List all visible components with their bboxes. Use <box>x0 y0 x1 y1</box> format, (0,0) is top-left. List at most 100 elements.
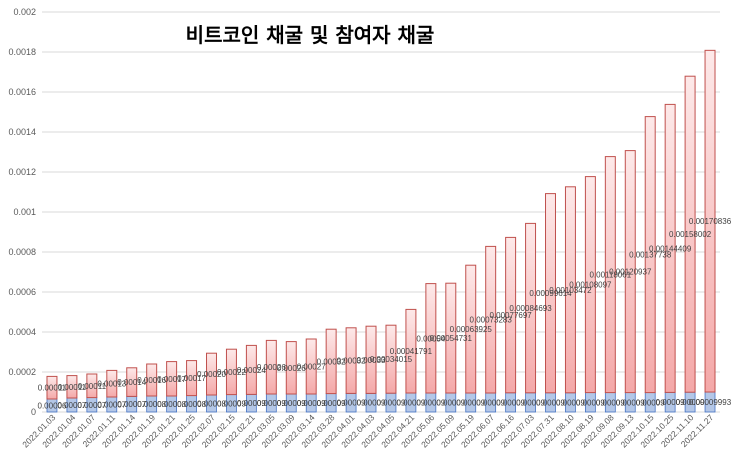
bar-segment-top <box>305 338 317 395</box>
bar-segment-top <box>325 328 337 395</box>
x-axis: 2022.01.032022.01.042022.01.072022.01.11… <box>20 412 715 449</box>
data-label-base: 0.00009 <box>456 399 485 408</box>
data-label-base: 0.00006 <box>38 402 67 411</box>
bar-segment-top <box>285 341 297 395</box>
data-label-base: 0.00009 <box>676 398 705 407</box>
data-label-top: 0.00170836 <box>689 217 732 226</box>
data-label-top: 0.00054 <box>416 334 445 343</box>
data-label-top: 0.00026 <box>257 363 286 372</box>
data-label-base: 0.00009 <box>556 398 585 407</box>
data-label-top: 0.00011 <box>38 384 67 393</box>
gridlines <box>42 11 720 413</box>
data-label-top: 0.00120937 <box>609 268 652 277</box>
bar-segment-top <box>245 344 257 395</box>
data-label-top: 0.00108097 <box>569 281 612 290</box>
data-label-base: 0.00007 <box>117 400 146 409</box>
data-label-top: 0.00118061 <box>589 271 631 280</box>
data-label-base: 0.00008 <box>197 400 226 409</box>
data-label-top: 0.00016 <box>137 376 166 385</box>
bar-segment-top <box>445 282 457 394</box>
data-label-top: 0.00103472 <box>549 286 592 295</box>
data-label-top: 0.00137738 <box>629 251 672 260</box>
data-label-base: 0.00009 <box>396 399 425 408</box>
data-label-top: 0.00011 <box>58 383 87 392</box>
bar-segment-top <box>505 236 517 394</box>
y-tick-label: 0.001 <box>13 207 36 217</box>
data-label-base: 0.00009993 <box>689 398 732 407</box>
data-label-top: 0.00014 <box>117 378 146 387</box>
data-label-top: 0.00011 <box>78 382 107 391</box>
data-label-top: 0.00027 <box>297 363 326 372</box>
bar-segment-top <box>465 264 477 394</box>
bar-segment-top <box>604 156 616 394</box>
data-label-base: 0.00009 <box>217 399 246 408</box>
data-label-top: 0.00073283 <box>470 316 513 325</box>
bar-segment-top <box>86 373 98 399</box>
bar-segment-top <box>624 150 636 394</box>
data-label-top: 0.00084693 <box>509 304 552 313</box>
bar-segment-top <box>126 367 138 397</box>
y-tick-label: 0.0002 <box>8 367 36 377</box>
bar-segment-top <box>684 75 696 393</box>
data-label-top: 0.00054731 <box>430 334 473 343</box>
chart-title: 비트코인 채굴 및 참여자 채굴 <box>186 23 435 47</box>
data-label-top: 0.00022 <box>217 368 246 377</box>
data-label-base: 0.00009 <box>317 399 346 408</box>
data-label-top: 0.00017 <box>177 374 206 383</box>
data-label-top: 0.00026 <box>277 364 306 373</box>
data-label-top: 0.00024 <box>237 366 266 375</box>
y-tick-label: 0 <box>31 407 36 417</box>
y-axis: 0 0.0002 0.0004 0.0006 0.0008 0.001 0.0012 0.00… <box>8 7 36 417</box>
y-tick-label: 0.0004 <box>8 327 36 337</box>
bar-segment-top <box>166 361 178 397</box>
bar-segment-top <box>106 369 118 398</box>
data-label-base: 0.00008 <box>137 400 166 409</box>
bar-segment-top <box>425 283 437 394</box>
y-tick-label: 0.0008 <box>8 247 36 257</box>
bar-segment-top <box>564 186 576 394</box>
data-labels: 0.000060.000110.000070.000110.000070.000… <box>38 217 732 410</box>
data-label-top: 0.00077697 <box>489 311 532 320</box>
bar-segment-top <box>206 352 217 396</box>
data-label-base: 0.00009 <box>476 399 505 408</box>
data-label-base: 0.00007 <box>77 401 106 410</box>
data-label-top: 0.00020 <box>197 370 226 379</box>
bar-segment-top <box>186 360 198 397</box>
data-label-base: 0.00009 <box>616 398 645 407</box>
data-label-base: 0.00009 <box>297 399 326 408</box>
y-tick-label: 0.002 <box>13 7 36 17</box>
data-label-base: 0.00009 <box>337 399 366 408</box>
bar-segment-top <box>545 193 556 394</box>
data-label-base: 0.00009 <box>416 399 445 408</box>
data-label-base: 0.00007 <box>97 401 126 410</box>
bar-segment-top <box>385 324 397 394</box>
data-label-top: 0.00013 <box>97 380 126 389</box>
y-tick-label: 0.0018 <box>8 47 36 57</box>
bar-segment-top <box>265 339 277 395</box>
data-label-base: 0.00007 <box>57 401 86 410</box>
data-label-base: 0.00008 <box>177 400 206 409</box>
data-label-base: 0.00009 <box>596 398 625 407</box>
data-label-base: 0.00009 <box>576 398 605 407</box>
bar-segment-top <box>345 327 357 394</box>
bar-segment-top <box>485 245 497 394</box>
bar-segment-top <box>584 176 596 394</box>
data-label-top: 0.00034015 <box>370 355 413 364</box>
bar-segment-top <box>146 363 158 397</box>
bar-segment-top <box>225 348 237 396</box>
data-label-top: 0.00041791 <box>390 347 433 356</box>
bar-segment-top <box>46 375 58 400</box>
data-label-top: 0.00144409 <box>649 244 692 253</box>
data-label-top: 0.00032 <box>337 357 366 366</box>
data-label-base: 0.00009 <box>237 399 266 408</box>
y-tick-label: 0.0012 <box>8 167 36 177</box>
data-label-base: 0.00009 <box>357 399 386 408</box>
y-tick-label: 0.0014 <box>8 127 36 137</box>
data-label-top: 0.00099614 <box>529 289 572 298</box>
data-label-base: 0.00009 <box>636 398 665 407</box>
bar-segment-top <box>704 49 716 393</box>
data-label-base: 0.00009 <box>377 399 406 408</box>
bar-segment-top <box>664 103 676 393</box>
